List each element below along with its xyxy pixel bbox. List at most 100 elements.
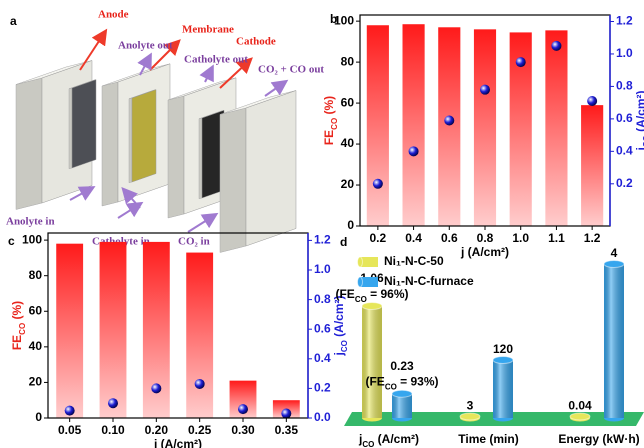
diagram-label: Membrane — [182, 24, 234, 36]
y2-tick-label: 0.0 — [314, 410, 331, 424]
y-tick-label: 80 — [341, 54, 355, 68]
point — [373, 179, 383, 189]
cylinder-top — [570, 413, 590, 420]
diagram-label: CO₂ in — [178, 236, 210, 248]
diagram-label: Catholyte out — [184, 54, 248, 66]
arrow-red — [80, 32, 105, 70]
y-tick-label: 100 — [334, 13, 354, 27]
plate-face — [246, 91, 296, 247]
y2-tick-label: 1.0 — [314, 262, 331, 276]
y2-tick-label: 1.2 — [616, 14, 633, 28]
x-tick-label: 1.2 — [584, 231, 601, 245]
point — [108, 398, 118, 408]
y-tick-label: 60 — [341, 95, 355, 109]
x-tick-label: 0.4 — [405, 231, 422, 245]
y2-axis-label: jCO (A/cm²) — [634, 90, 644, 151]
bar — [186, 253, 213, 418]
point — [238, 404, 248, 414]
x-tick-label: jCO (A/cm²) — [358, 432, 419, 448]
annotation-part: = 93%) — [397, 375, 439, 389]
plate-side — [69, 88, 72, 169]
point — [195, 379, 205, 389]
plate-face — [132, 90, 156, 182]
arrow-purple — [205, 68, 212, 82]
cylinder-shade — [604, 264, 624, 418]
plate-face — [72, 80, 96, 168]
annotation: (FECO = 96%) — [335, 287, 408, 303]
point — [587, 96, 597, 106]
bar — [367, 25, 389, 226]
cylinder-shade — [493, 360, 513, 418]
plate-side — [168, 96, 184, 218]
point — [444, 116, 454, 126]
electrolyzer-diagram: aAnodeMembraneCathodeAnolyte outCatholyt… — [6, 9, 324, 253]
x-axis-label: j (A/cm²) — [460, 245, 509, 259]
bar — [474, 29, 496, 226]
y2-tick-label: 0.6 — [314, 321, 331, 335]
x-tick-label: 0.25 — [188, 423, 212, 437]
plate-side — [102, 82, 118, 206]
y-tick-label: 0 — [347, 218, 354, 232]
cylinder-top — [493, 357, 513, 364]
y-tick-label: 40 — [29, 339, 43, 353]
y-axis-label-part: CO — [330, 118, 339, 130]
panel-letter: d — [340, 235, 347, 249]
annotation-part: CO — [385, 382, 397, 391]
y-tick-label: 0 — [35, 410, 42, 424]
x-tick-label-part: CO — [362, 440, 374, 448]
value-label: 0.04 — [568, 399, 592, 413]
x-tick-label: 0.05 — [58, 423, 82, 437]
x-tick-label: Time (min) — [458, 432, 518, 446]
diagram-label: Anolyte out — [118, 40, 173, 52]
x-tick-label: 1.0 — [512, 231, 529, 245]
page: {"diagram": {"panel": "a", "labels": {"a… — [0, 0, 644, 448]
cylinder-shade — [362, 306, 382, 418]
y-tick-label: 20 — [29, 375, 43, 389]
plate-side — [199, 118, 202, 199]
y2-axis-label-part: (A/cm²) — [332, 295, 346, 340]
annotation: (FECO = 93%) — [365, 375, 438, 391]
cylinder-top — [460, 413, 480, 420]
diagram-label: Anode — [98, 9, 129, 21]
y-tick-label: 20 — [341, 177, 355, 191]
bar — [100, 242, 127, 418]
y2-tick-label: 0.8 — [314, 292, 331, 306]
plot-frame — [48, 233, 308, 418]
value-label: 4 — [611, 246, 618, 260]
y-axis-label: FECO (%) — [10, 301, 26, 350]
annotation-part: (FE — [365, 375, 384, 389]
arrow-purple — [118, 204, 140, 218]
point — [65, 406, 75, 416]
y2-tick-label: 0.2 — [616, 176, 633, 190]
y2-tick-label: 1.0 — [616, 46, 633, 60]
cylinder-top — [604, 261, 624, 268]
y-tick-label: 80 — [29, 268, 43, 282]
y2-tick-label: 0.8 — [616, 79, 633, 93]
bar — [545, 30, 567, 226]
x-tick-label: 0.6 — [441, 231, 458, 245]
y-axis-label: FECO (%) — [322, 96, 338, 145]
value-label: 3 — [467, 399, 474, 413]
legend-swatch-top — [358, 257, 363, 267]
y2-axis-label: jCO (A/cm²) — [332, 295, 348, 356]
panel-letter: c — [8, 234, 15, 248]
arrow-purple — [188, 215, 215, 232]
legend-label: Ni₁-N-C-50 — [384, 254, 444, 268]
point — [281, 409, 291, 419]
x-tick-label: 0.35 — [275, 423, 299, 437]
x-tick-label: 0.2 — [370, 231, 387, 245]
y-tick-label: 100 — [22, 232, 42, 246]
point — [151, 383, 161, 393]
point — [516, 57, 526, 67]
y2-tick-label: 0.6 — [616, 111, 633, 125]
x-axis-label: j (A/cm²) — [153, 437, 202, 448]
annotation-part: (FE — [335, 287, 354, 301]
point — [551, 41, 561, 51]
y2-tick-label: 0.4 — [314, 351, 331, 365]
plate-side — [129, 98, 132, 183]
diagram-label: Cathode — [236, 36, 276, 48]
y-axis-label-part: FE — [10, 335, 24, 350]
annotation-part: CO — [355, 295, 367, 304]
y-tick-label: 60 — [29, 303, 43, 317]
x-tick-label: 0.30 — [231, 423, 255, 437]
